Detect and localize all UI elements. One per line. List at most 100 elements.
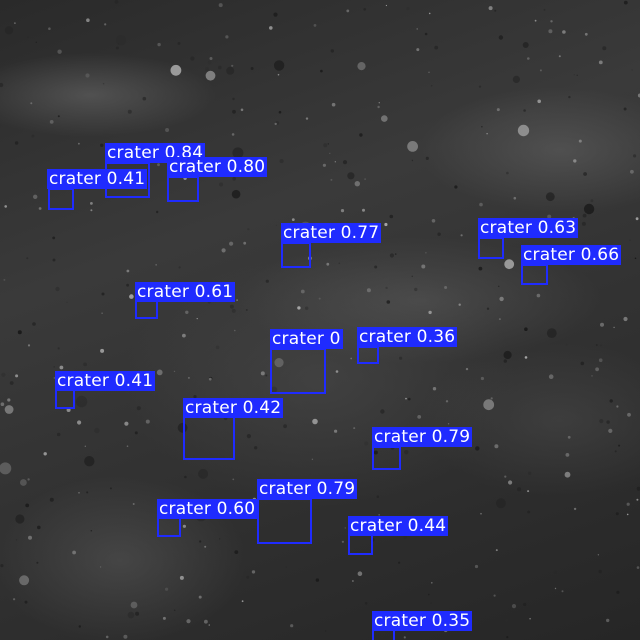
surface-crater-dot	[517, 124, 530, 137]
surface-crater-dot	[498, 35, 504, 40]
surface-crater-dot	[285, 566, 287, 568]
surface-crater-dot	[49, 120, 54, 124]
surface-crater-dot	[219, 538, 221, 540]
surface-crater-dot	[407, 141, 418, 152]
surface-crater-dot	[503, 359, 507, 363]
surface-crater-dot	[564, 471, 571, 478]
surface-crater-dot	[428, 12, 431, 15]
surface-crater-dot	[30, 102, 33, 105]
surface-crater-dot	[4, 205, 7, 208]
surface-crater-dot	[231, 308, 236, 313]
surface-crater-dot	[0, 462, 12, 475]
surface-crater-dot	[474, 564, 479, 569]
surface-crater-dot	[613, 326, 615, 329]
surface-crater-dot	[31, 134, 35, 138]
crater-label: crater 0.79	[257, 479, 358, 499]
crater-label: crater 0.63	[478, 218, 579, 238]
surface-crater-dot	[57, 49, 62, 54]
surface-crater-dot	[232, 478, 235, 481]
surface-crater-dot	[634, 257, 637, 260]
surface-crater-dot	[486, 307, 490, 310]
surface-crater-dot	[274, 122, 277, 126]
surface-crater-dot	[581, 221, 586, 226]
surface-crater-dot	[225, 35, 229, 39]
surface-crater-dot	[524, 356, 528, 359]
surface-crater-dot	[511, 604, 517, 609]
crater-box	[372, 446, 401, 470]
surface-crater-dot	[52, 236, 56, 240]
surface-crater-dot	[380, 409, 385, 414]
surface-crater-dot	[229, 241, 234, 246]
surface-crater-dot	[182, 524, 186, 528]
crater-label: crater 0.35	[372, 611, 473, 631]
surface-crater-dot	[475, 446, 480, 451]
surface-crater-dot	[318, 297, 321, 300]
surface-crater-dot	[432, 387, 437, 391]
surface-crater-dot	[405, 397, 407, 400]
surface-crater-dot	[101, 312, 103, 314]
surface-crater-dot	[66, 408, 71, 412]
surface-crater-dot	[24, 600, 28, 604]
surface-crater-dot	[394, 253, 397, 255]
surface-crater-dot	[350, 357, 353, 360]
surface-crater-dot	[353, 427, 356, 430]
surface-crater-dot	[599, 419, 604, 424]
surface-crater-dot	[232, 97, 235, 101]
surface-crater-dot	[394, 600, 397, 603]
surface-crater-dot	[221, 248, 226, 253]
surface-crater-dot	[193, 395, 197, 399]
surface-crater-dot	[246, 434, 251, 439]
surface-crater-dot	[480, 376, 484, 381]
surface-crater-dot	[623, 0, 628, 5]
surface-crater-dot	[177, 42, 181, 45]
surface-crater-dot	[13, 598, 16, 601]
surface-crater-dot	[90, 202, 93, 205]
surface-crater-dot	[554, 587, 557, 590]
surface-crater-dot	[231, 133, 235, 136]
surface-crater-dot	[57, 347, 60, 350]
surface-crater-dot	[105, 635, 109, 639]
surface-crater-dot	[608, 428, 613, 433]
surface-crater-dot	[537, 99, 541, 104]
surface-crater-dot	[499, 296, 504, 302]
surface-crater-dot	[48, 27, 51, 31]
surface-crater-dot	[504, 475, 507, 478]
surface-crater-dot	[4, 26, 14, 35]
surface-crater-dot	[0, 564, 4, 568]
surface-crater-dot	[598, 358, 603, 363]
surface-crater-dot	[85, 73, 90, 78]
surface-crater-dot	[362, 208, 365, 212]
surface-crater-dot	[506, 636, 509, 639]
surface-crater-dot	[36, 561, 39, 564]
surface-crater-dot	[498, 318, 501, 321]
surface-crater-dot	[357, 571, 363, 576]
crater-box	[521, 264, 548, 285]
surface-crater-dot	[254, 446, 258, 450]
surface-crater-dot	[486, 133, 488, 135]
surface-crater-dot	[430, 602, 432, 604]
surface-crater-dot	[204, 619, 208, 624]
surface-crater-dot	[4, 405, 14, 414]
surface-crater-dot	[364, 602, 368, 605]
surface-crater-dot	[598, 60, 603, 65]
surface-crater-dot	[465, 367, 469, 371]
surface-crater-dot	[52, 258, 56, 262]
surface-crater-dot	[364, 441, 369, 446]
surface-crater-dot	[494, 444, 499, 449]
surface-crater-dot	[618, 444, 621, 447]
crater-box	[270, 348, 326, 394]
surface-crater-dot	[506, 171, 509, 175]
surface-crater-dot	[479, 202, 483, 207]
surface-crater-dot	[606, 420, 610, 424]
surface-crater-dot	[562, 30, 566, 34]
surface-crater-dot	[481, 126, 483, 128]
surface-crater-dot	[434, 45, 439, 50]
surface-crater-dot	[425, 156, 429, 160]
surface-crater-dot	[615, 512, 619, 516]
surface-crater-dot	[9, 381, 14, 385]
surface-crater-dot	[626, 502, 630, 506]
surface-crater-dot	[101, 292, 105, 296]
surface-crater-dot	[558, 55, 561, 58]
surface-crater-dot	[102, 82, 105, 85]
surface-crater-dot	[600, 322, 604, 327]
